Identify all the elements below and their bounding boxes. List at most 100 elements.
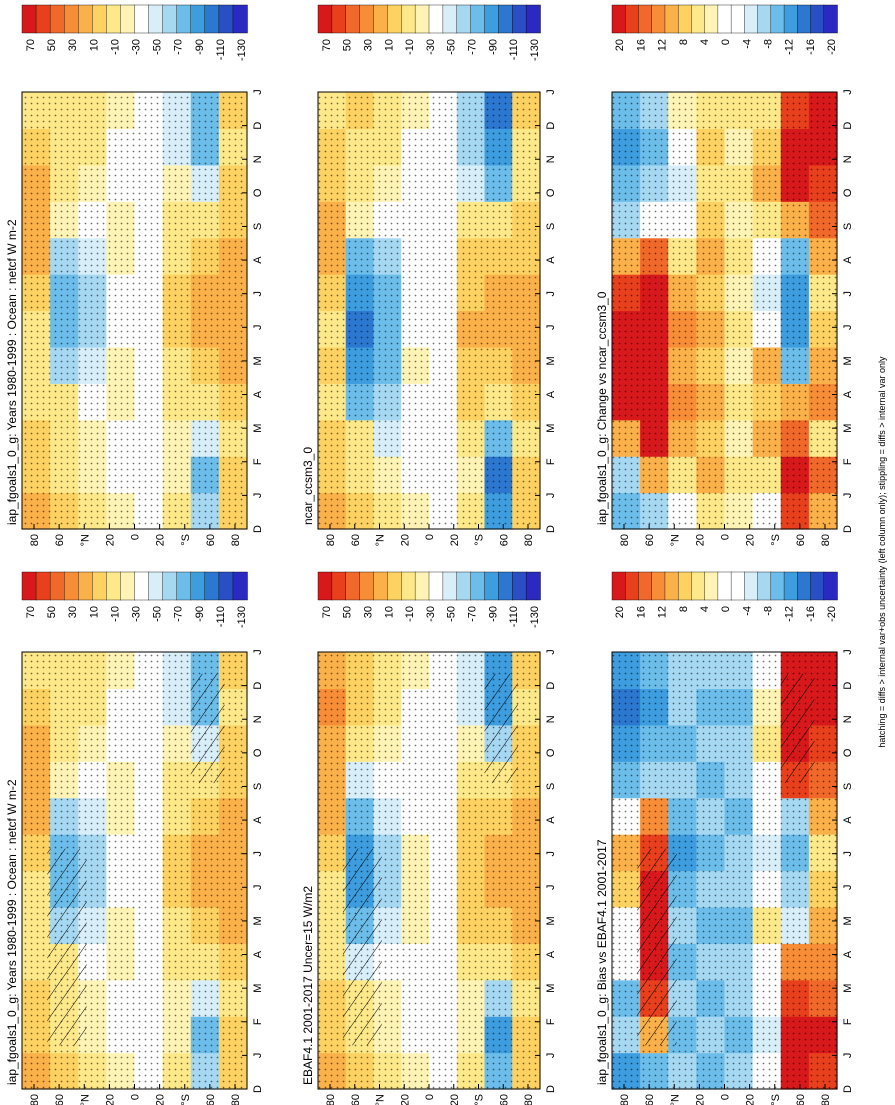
lat-tick-label: °S [180,1094,192,1105]
month-tick-label: A [545,256,557,264]
colorbar-label: -70 [467,606,479,622]
colorbar-label: 4 [699,606,711,612]
colorbar-swatch [664,571,679,601]
colorbar-label: 30 [67,39,79,51]
colorbar-label: 10 [88,39,100,51]
lat-tick-label: 60 [498,1094,510,1105]
hatch-overlay [637,848,677,1046]
colorbar-label: -16 [805,39,817,55]
colorbar-swatch [162,571,178,601]
colorbar-label: 8 [678,39,690,45]
colorbar-swatch [106,4,122,34]
month-tick-label: M [842,424,854,433]
colorbar-swatch [345,571,361,601]
colorbar: 70 50 30 10 -10 -30 -50 -70 -90 -110 -130 [21,571,248,628]
colorbar-swatch [401,571,416,601]
colorbar-label: -90 [487,39,499,55]
colorbar-label: -130 [236,39,248,61]
colorbar-label: 0 [720,606,732,612]
colorbar-swatch [35,4,51,34]
colorbar-label: -110 [215,606,227,627]
colorbar-label: 50 [342,606,354,618]
colorbar-label: -10 [109,39,121,55]
colorbar-swatch [331,571,347,601]
colorbar-swatch [677,4,693,34]
colorbar-swatch [770,4,785,34]
colorbar-swatch [373,4,389,34]
colorbar-swatch [21,4,37,34]
lat-tick-label: 20 [694,1094,706,1105]
month-tick-label: A [252,256,264,264]
month-tick-label: J [545,325,557,331]
colorbar-label: -110 [215,39,227,60]
month-tick-label: J [545,851,557,857]
colorbar-swatch [190,571,206,601]
month-tick-label: N [842,715,854,723]
month-tick-label: O [252,748,264,757]
month-tick-label: O [842,748,854,757]
colorbar-label: -12 [784,39,796,55]
colorbar-swatch [359,571,375,601]
footer-note: hatching = diffs > internal var+obs unce… [877,356,887,748]
colorbar-swatch [442,4,458,34]
heatmap-panel: 80 60 °N 20 0 20 °S 60 80 D J F M A M J J A S O N D Jiap_fgoal… [5,89,264,546]
colorbar-swatch [190,4,206,34]
colorbar-swatch [744,4,759,34]
month-tick-label: M [252,424,264,433]
colorbar-swatch [106,571,122,601]
panel-title: iap_fgoals1_0_g: Change vs ncar_ccsm3_0 [595,291,609,525]
colorbar: 20 16 12 8 4 0 -4 -8 -12 -16 -20 [611,4,838,55]
colorbar-label: -90 [194,606,206,622]
month-tick-label: A [842,256,854,264]
colorbar-swatch [512,571,527,601]
colorbar-label: -8 [762,606,774,616]
month-tick-label: M [545,916,557,925]
month-tick-label: J [252,325,264,331]
lat-tick-label: 80 [325,1094,337,1105]
lat-tick-label: 80 [29,1094,41,1105]
lat-tick-label: °N [79,1094,91,1105]
colorbar-label: -70 [173,606,185,622]
lat-tick-label: °N [79,534,91,546]
colorbar-swatch [651,4,666,34]
colorbar-swatch [704,571,719,601]
month-tick-label: J [842,291,854,297]
colorbar-swatch [525,571,541,601]
colorbar-swatch [49,4,65,34]
colorbar-label: 12 [657,39,669,51]
month-tick-label: D [252,1085,264,1093]
lat-tick-label: °S [474,1094,486,1105]
month-tick-label: J [842,493,854,499]
colorbar-label: -8 [762,39,774,49]
colorbar-label: 16 [635,606,647,618]
lat-tick-label: 0 [424,534,436,540]
month-tick-label: J [252,291,264,297]
colorbar-swatch [218,4,234,34]
colorbar: 20 16 12 8 4 0 -4 -8 -12 -16 -20 [611,571,838,622]
colorbars: 70 50 30 10 -10 -30 -50 -70 -90 -110 -130 70 50 30 10-… [21,4,838,628]
month-tick-label: A [545,390,557,398]
colorbar-label: -110 [508,39,520,60]
lat-tick-label: 60 [54,1094,66,1105]
month-tick-label: J [252,89,264,95]
lat-tick-label: °S [180,534,192,546]
month-tick-label: D [842,122,854,130]
lat-tick-label: 60 [498,534,510,546]
month-tick-label: O [842,188,854,197]
colorbar-swatch [120,571,136,601]
colorbar-swatch [484,571,500,601]
colorbar-swatch [651,571,666,601]
month-tick-label: N [252,155,264,163]
month-tick-label: M [545,356,557,365]
colorbar-label: -110 [508,606,520,627]
panel-title: iap_fgoals1_0_g: Years 1980-1999 : Ocean… [5,779,19,1085]
colorbar-label: -10 [109,606,121,622]
colorbar-swatch [331,4,347,34]
colorbar-label: -90 [194,39,206,55]
colorbar-swatch [176,4,192,34]
colorbar-label: 70 [321,39,333,51]
lat-tick-label: 0 [720,534,732,540]
colorbar-swatch [638,4,653,34]
lat-tick-label: 0 [130,1094,142,1100]
